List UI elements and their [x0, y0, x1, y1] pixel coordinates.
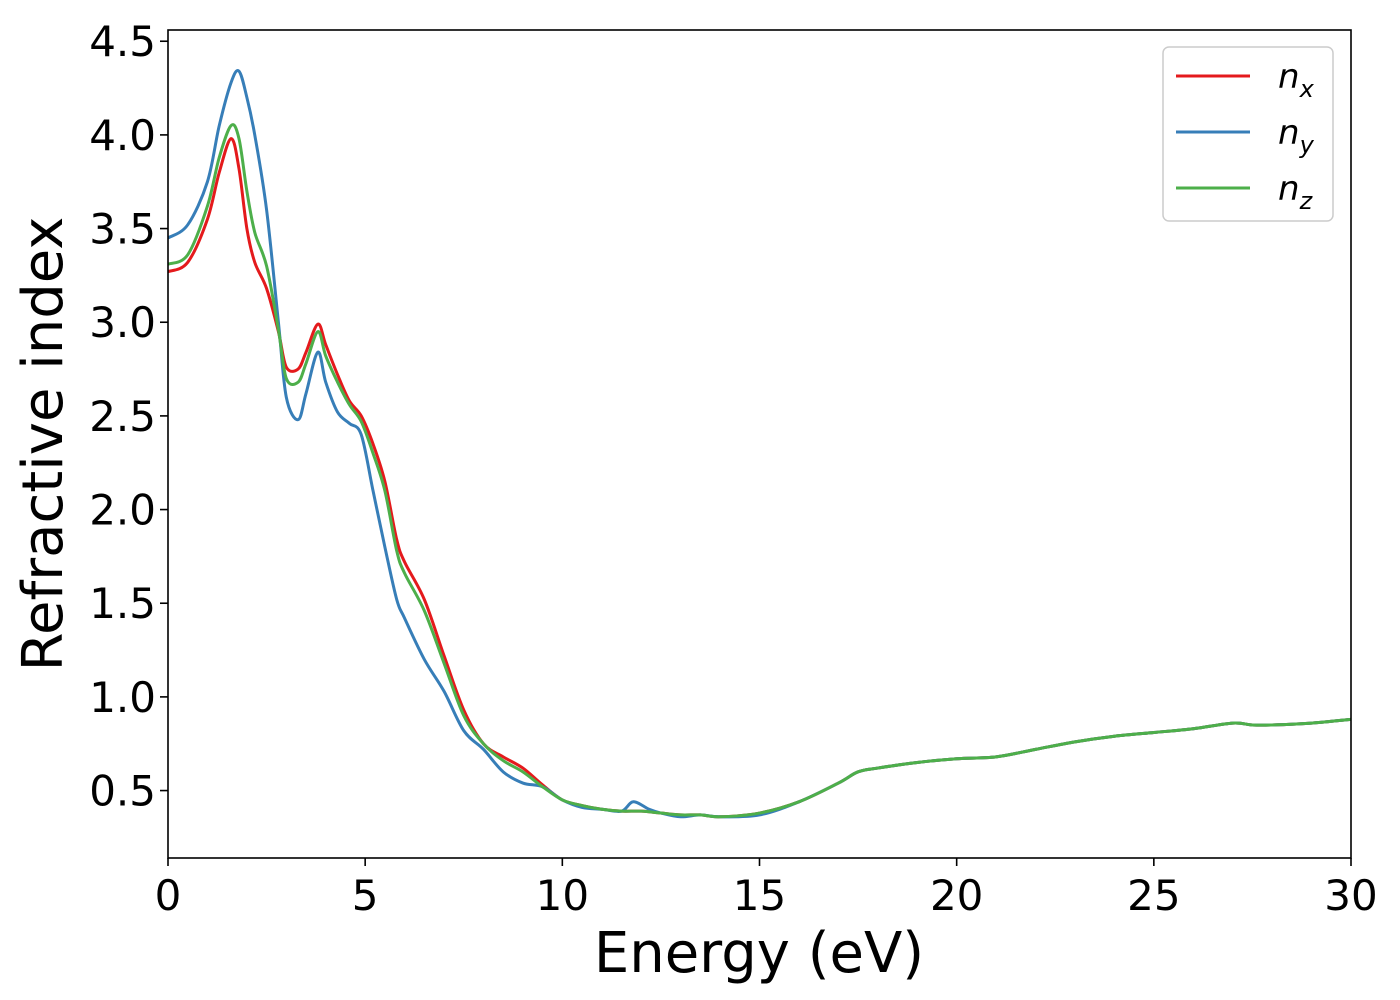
legend-label-nz: nz [1278, 169, 1314, 215]
x-axis-ticks: 0 5 10 15 20 25 30 [155, 858, 1378, 920]
series-line-nz [168, 123, 1351, 819]
x-tick-label: 15 [733, 871, 786, 920]
y-tick-label: 0.5 [89, 767, 156, 816]
x-tick-label: 10 [536, 871, 589, 920]
x-tick-label: 0 [155, 871, 182, 920]
y-tick-label: 3.5 [89, 205, 156, 254]
x-tick-label: 30 [1324, 871, 1377, 920]
y-tick-label: 4.0 [89, 111, 156, 160]
legend-label-ny: ny [1278, 113, 1315, 159]
y-tick-label: 4.5 [89, 17, 156, 66]
y-tick-label: 1.5 [89, 579, 156, 628]
y-tick-label: 2.5 [89, 392, 156, 441]
y-axis-title: Refractive index [11, 217, 76, 672]
y-tick-label: 2.0 [89, 486, 156, 535]
legend: nx ny nz [1162, 46, 1334, 222]
legend-label-nx: nx [1278, 57, 1315, 103]
x-tick-label: 5 [352, 871, 379, 920]
y-axis-ticks: 0.5 1.0 1.5 2.0 2.5 3.0 3.5 4.0 4.5 [89, 17, 168, 816]
series-layer [168, 69, 1351, 819]
legend-box [1162, 46, 1334, 222]
x-axis-title: Energy (eV) [594, 921, 924, 986]
y-tick-label: 1.0 [89, 673, 156, 722]
y-tick-label: 3.0 [89, 298, 156, 347]
x-tick-label: 20 [930, 871, 983, 920]
x-tick-label: 25 [1127, 871, 1180, 920]
